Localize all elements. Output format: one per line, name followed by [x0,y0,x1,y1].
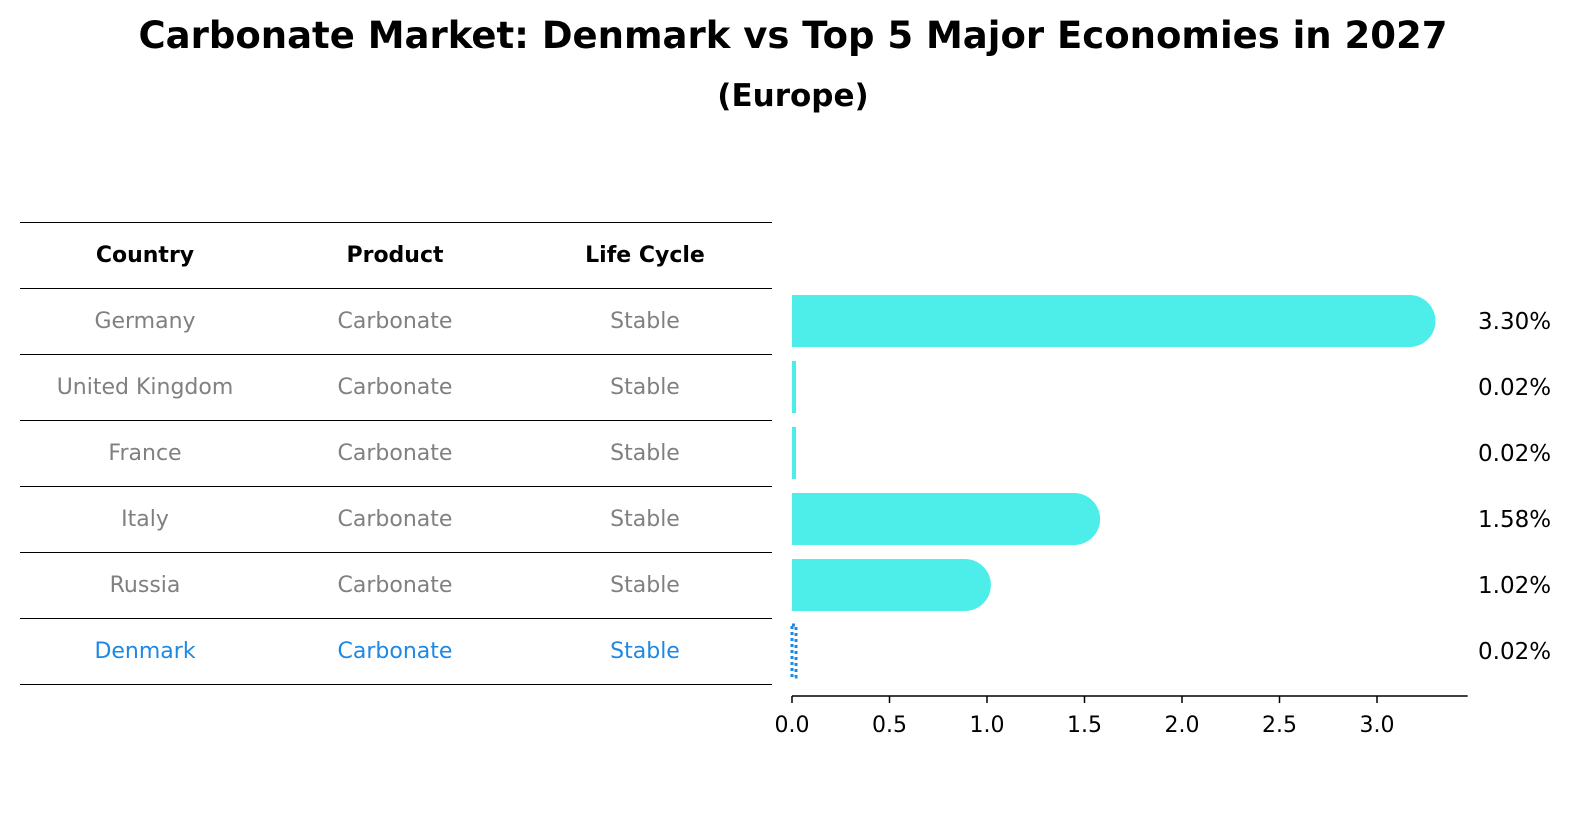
country-cell: United Kingdom [56,375,234,400]
table-row: Germany Carbonate Stable [20,288,772,354]
bar-france [792,427,796,479]
country-cell: Denmark [94,639,196,664]
product-cell: Carbonate [337,639,453,664]
life-cycle-cell: Stable [610,507,680,532]
life-cycle-cell: Stable [610,309,680,334]
product-cell: Carbonate [337,309,453,334]
x-tick-label: 2.0 [1165,713,1200,738]
product-cell: Carbonate [337,573,453,598]
bar-germany [792,295,1436,347]
value-label: 1.02% [1478,573,1551,599]
product-cell: Carbonate [337,441,453,466]
country-cell: France [108,441,182,466]
life-cycle-cell: Stable [610,573,680,598]
table-row: Italy Carbonate Stable [20,486,772,552]
value-label: 0.02% [1478,639,1551,665]
table-row: United Kingdom Carbonate Stable [20,354,772,420]
life-cycle-cell: Stable [610,375,680,400]
table-header-row: Country Product Life Cycle [20,222,772,288]
country-cell: Italy [121,507,169,532]
x-tick-label: 0.0 [775,713,810,738]
header-life-cycle: Life Cycle [585,243,705,268]
bar-united-kingdom [792,361,796,413]
life-cycle-cell: Stable [610,639,680,664]
bar-denmark [790,623,798,679]
product-cell: Carbonate [337,507,453,532]
table-row-highlight: Denmark Carbonate Stable [20,618,772,685]
x-tick-label: 2.5 [1262,713,1297,738]
country-cell: Germany [94,309,196,334]
x-tick-label: 1.5 [1067,713,1102,738]
life-cycle-cell: Stable [610,441,680,466]
x-tick-label: 1.0 [970,713,1005,738]
product-cell: Carbonate [337,375,453,400]
x-tick-label: 3.0 [1360,713,1395,738]
chart-subtitle: (Europe) [717,78,869,114]
data-table: Country Product Life Cycle Germany Carbo… [20,222,772,685]
table-row: France Carbonate Stable [20,420,772,486]
bar-italy [792,493,1101,545]
x-tick-label: 0.5 [872,713,907,738]
value-label: 0.02% [1478,441,1551,467]
value-label: 0.02% [1478,375,1551,401]
table-row: Russia Carbonate Stable [20,552,772,618]
header-country: Country [95,243,195,268]
bar-russia [792,559,991,611]
chart-title: Carbonate Market: Denmark vs Top 5 Major… [138,14,1448,57]
value-label: 1.58% [1478,507,1551,533]
header-product: Product [346,243,444,268]
value-label: 3.30% [1478,309,1551,335]
country-cell: Russia [109,573,181,598]
